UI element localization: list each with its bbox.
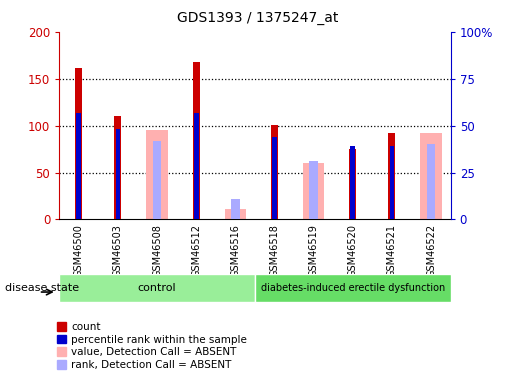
Text: GSM46521: GSM46521 bbox=[387, 224, 397, 277]
Text: GDS1393 / 1375247_at: GDS1393 / 1375247_at bbox=[177, 11, 338, 25]
Bar bbox=[271, 124, 278, 219]
Text: control: control bbox=[138, 283, 176, 293]
Bar bbox=[388, 133, 396, 219]
Bar bbox=[59, 274, 255, 302]
Text: GSM46516: GSM46516 bbox=[230, 224, 241, 277]
Bar bbox=[115, 129, 121, 219]
Bar bbox=[303, 163, 324, 219]
Bar bbox=[225, 209, 246, 219]
Bar bbox=[389, 146, 394, 219]
Bar bbox=[310, 161, 318, 219]
Bar bbox=[350, 146, 355, 219]
Bar bbox=[193, 62, 200, 219]
Text: GSM46503: GSM46503 bbox=[113, 224, 123, 277]
Text: GSM46520: GSM46520 bbox=[348, 224, 358, 277]
Text: diabetes-induced erectile dysfunction: diabetes-induced erectile dysfunction bbox=[261, 283, 445, 293]
Bar bbox=[349, 149, 356, 219]
Text: GSM46512: GSM46512 bbox=[191, 224, 201, 277]
Bar bbox=[75, 68, 82, 219]
Text: GSM46522: GSM46522 bbox=[426, 224, 436, 277]
Legend: count, percentile rank within the sample, value, Detection Call = ABSENT, rank, : count, percentile rank within the sample… bbox=[57, 322, 247, 370]
Bar bbox=[427, 144, 435, 219]
Bar bbox=[272, 137, 277, 219]
Text: GSM46519: GSM46519 bbox=[308, 224, 319, 277]
Text: GSM46518: GSM46518 bbox=[269, 224, 280, 277]
Bar bbox=[255, 274, 451, 302]
Bar bbox=[114, 116, 122, 219]
Text: disease state: disease state bbox=[5, 283, 79, 293]
Bar bbox=[76, 112, 81, 219]
Bar bbox=[231, 199, 239, 219]
Bar bbox=[153, 141, 161, 219]
Text: GSM46508: GSM46508 bbox=[152, 224, 162, 277]
Text: GSM46500: GSM46500 bbox=[74, 224, 84, 277]
Bar bbox=[146, 130, 168, 219]
Bar bbox=[420, 133, 442, 219]
Bar bbox=[194, 112, 199, 219]
